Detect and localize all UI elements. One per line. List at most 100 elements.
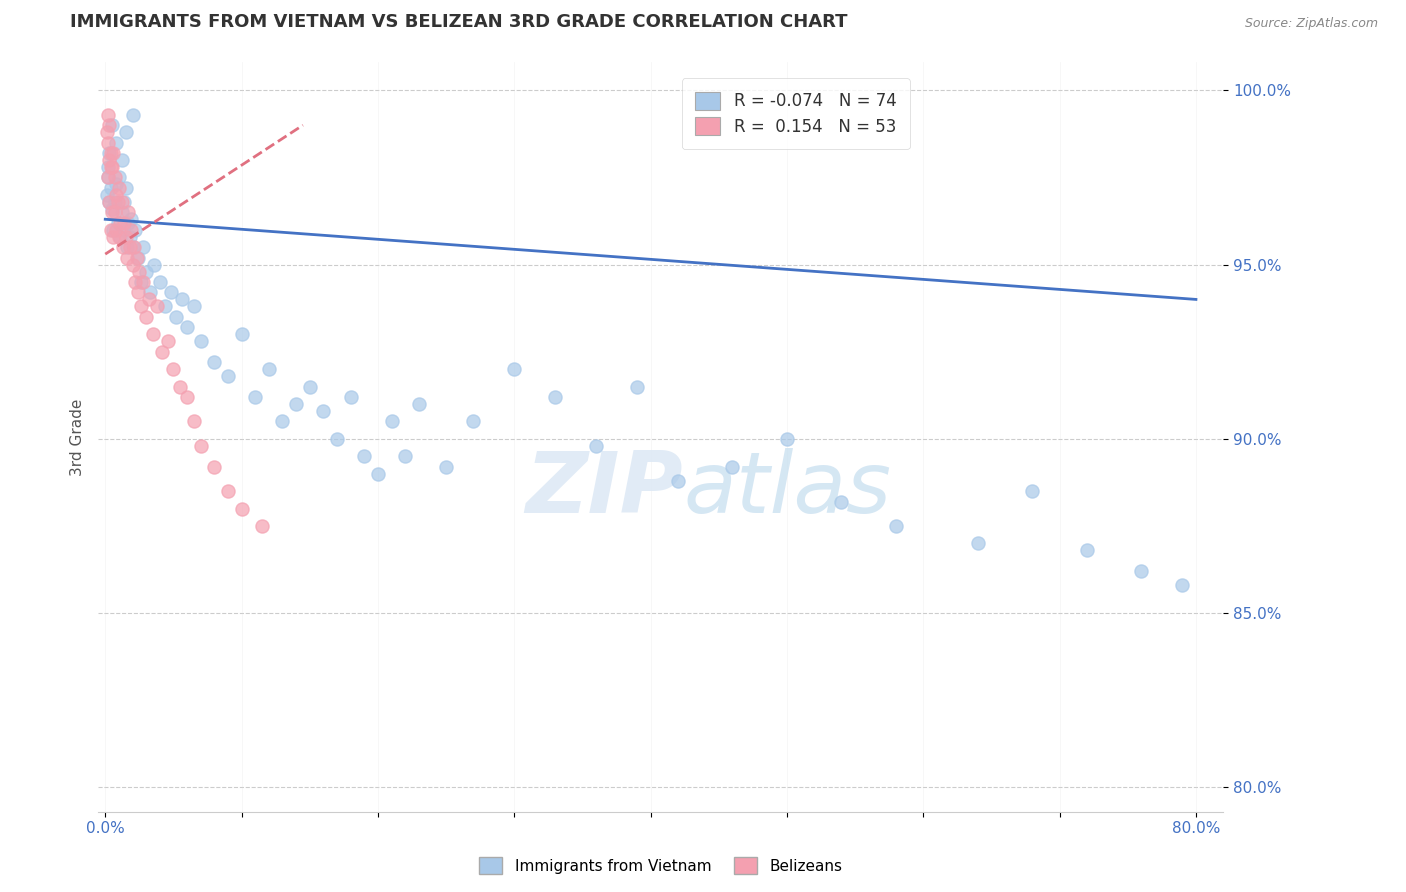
Point: [110, 229, 132, 244]
Point: [183, 414, 205, 428]
Point: [121, 240, 143, 254]
Point: [115, 251, 138, 265]
Point: [121, 258, 143, 272]
Point: [132, 240, 155, 254]
Point: [250, 519, 273, 533]
Point: [231, 501, 253, 516]
Text: ZIP: ZIP: [526, 448, 683, 531]
Text: atlas: atlas: [683, 448, 891, 531]
Point: [135, 310, 157, 324]
Point: [626, 379, 648, 393]
Point: [108, 170, 131, 185]
Point: [271, 414, 294, 428]
Point: [114, 181, 136, 195]
Point: [503, 362, 526, 376]
Point: [110, 216, 132, 230]
Point: [104, 170, 127, 185]
Point: [112, 216, 135, 230]
Point: [96, 187, 118, 202]
Point: [721, 459, 744, 474]
Point: [107, 216, 129, 230]
Point: [169, 379, 191, 393]
Point: [156, 334, 179, 349]
Point: [101, 118, 124, 132]
Legend: R = -0.074   N = 74, R =  0.154   N = 53: R = -0.074 N = 74, R = 0.154 N = 53: [682, 78, 910, 149]
Point: [125, 251, 148, 265]
Point: [107, 194, 129, 209]
Point: [127, 251, 149, 265]
Point: [117, 205, 139, 219]
Point: [1130, 564, 1153, 578]
Point: [110, 205, 132, 219]
Point: [1171, 578, 1194, 592]
Point: [394, 449, 416, 463]
Point: [257, 362, 280, 376]
Point: [129, 275, 152, 289]
Point: [103, 223, 125, 237]
Point: [110, 194, 132, 209]
Point: [105, 223, 128, 237]
Point: [104, 205, 127, 219]
Point: [118, 240, 141, 254]
Point: [966, 536, 988, 550]
Point: [103, 229, 125, 244]
Point: [231, 327, 253, 342]
Point: [434, 459, 457, 474]
Point: [105, 178, 128, 192]
Point: [98, 194, 121, 209]
Point: [114, 125, 136, 139]
Point: [152, 344, 174, 359]
Point: [97, 170, 120, 185]
Point: [111, 240, 134, 254]
Point: [146, 299, 169, 313]
Point: [884, 519, 907, 533]
Point: [110, 153, 132, 167]
Point: [339, 390, 361, 404]
Point: [202, 355, 225, 369]
Point: [463, 414, 485, 428]
Text: IMMIGRANTS FROM VIETNAM VS BELIZEAN 3RD GRADE CORRELATION CHART: IMMIGRANTS FROM VIETNAM VS BELIZEAN 3RD …: [70, 12, 848, 30]
Point: [98, 146, 121, 161]
Point: [217, 369, 239, 384]
Point: [117, 216, 139, 230]
Point: [176, 320, 198, 334]
Point: [830, 494, 852, 508]
Point: [98, 118, 121, 132]
Point: [217, 484, 239, 499]
Point: [162, 362, 184, 376]
Text: Source: ZipAtlas.com: Source: ZipAtlas.com: [1244, 17, 1378, 29]
Point: [176, 390, 198, 404]
Point: [202, 459, 225, 474]
Point: [353, 449, 375, 463]
Point: [100, 160, 122, 174]
Point: [1076, 543, 1098, 558]
Point: [112, 194, 135, 209]
Legend: Immigrants from Vietnam, Belizeans: Immigrants from Vietnam, Belizeans: [474, 851, 848, 880]
Point: [104, 194, 127, 209]
Point: [101, 160, 124, 174]
Point: [285, 397, 308, 411]
Point: [544, 390, 567, 404]
Point: [129, 299, 152, 313]
Point: [190, 439, 212, 453]
Point: [138, 293, 160, 307]
Point: [149, 275, 172, 289]
Point: [122, 240, 145, 254]
Point: [100, 181, 122, 195]
Point: [408, 397, 430, 411]
Point: [155, 299, 177, 313]
Point: [121, 108, 143, 122]
Point: [97, 160, 120, 174]
Point: [98, 194, 121, 209]
Point: [142, 327, 165, 342]
Point: [97, 136, 120, 150]
Point: [165, 310, 187, 324]
Point: [312, 404, 335, 418]
Point: [97, 108, 120, 122]
Point: [101, 205, 124, 219]
Point: [97, 170, 120, 185]
Point: [101, 202, 124, 216]
Point: [159, 285, 181, 300]
Point: [108, 181, 131, 195]
Point: [103, 146, 125, 161]
